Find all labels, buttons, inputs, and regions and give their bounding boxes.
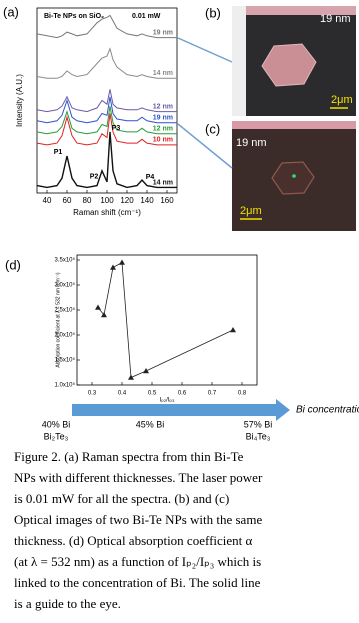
x-tick-label: 60 <box>63 196 72 205</box>
data-point <box>119 259 125 265</box>
caption-line: is 0.01 mW for all the spectra. (b) and … <box>14 491 229 506</box>
micrograph <box>232 121 356 231</box>
series-label: 19 nm <box>153 29 173 36</box>
x-tick-label: 40 <box>43 196 52 205</box>
series-label: 10 nm <box>153 137 173 144</box>
concentration-mark: 57% Bi <box>244 419 273 429</box>
x-tick-label: 0.4 <box>118 391 127 397</box>
x-tick-label: 0.6 <box>178 391 187 397</box>
x-tick-label: 0.7 <box>208 391 217 397</box>
caption-line: (at λ = 532 nm) as a function of Iₚ₂/Iₚ₃… <box>14 554 261 569</box>
panel-label: (d) <box>5 257 21 272</box>
series-label: 14 nm <box>153 70 173 77</box>
spectrum-line <box>36 106 177 135</box>
data-point <box>101 312 107 318</box>
y-tick-label: 3.5x10⁵ <box>54 257 75 264</box>
guide-line <box>97 261 234 379</box>
concentration-mark: 40% Bi <box>42 419 71 429</box>
plot-frame <box>76 254 258 386</box>
peak-label: P2 <box>90 174 99 181</box>
x-tick-label: 0.3 <box>88 391 97 397</box>
data-point <box>110 264 116 270</box>
thickness-label: 19 nm <box>236 137 267 149</box>
spectrum-line <box>36 89 177 113</box>
series-label: 14 nm <box>153 179 173 186</box>
y-tick-label: 3.0x10⁵ <box>54 282 75 289</box>
panel-label: (a) <box>3 4 19 19</box>
pointer-arrow <box>177 37 233 63</box>
x-tick-label: 0.5 <box>148 391 157 397</box>
series-label: 19 nm <box>153 115 173 122</box>
concentration-arrow <box>72 399 290 421</box>
scale-label: 2μm <box>331 94 353 106</box>
data-point <box>230 327 236 333</box>
y-axis-label: Absorption coefficient at λ = 532 nm (cm… <box>55 272 61 368</box>
series-label: 12 nm <box>153 103 173 110</box>
x-tick-label: 140 <box>140 196 154 205</box>
caption-line: Optical images of two Bi-Te NPs with the… <box>14 512 262 527</box>
x-tick-label: 100 <box>100 196 114 205</box>
spectrum-line <box>36 131 177 189</box>
chart-subtitle: 0.01 mW <box>132 13 161 20</box>
data-point <box>128 374 134 380</box>
phase-label: Bi₂Te₃ <box>44 431 69 441</box>
concentration-label: Bi concentration <box>296 405 359 416</box>
y-tick-label: 1.5x10⁵ <box>54 357 75 364</box>
thickness-label: 19 nm <box>320 13 351 25</box>
x-axis-label: Raman shift (cm⁻¹) <box>73 208 141 217</box>
spectrum-line <box>36 14 177 39</box>
y-axis-label: Intensity (A.U.) <box>15 74 24 127</box>
phase-label: Bi₄Te₃ <box>246 431 271 441</box>
data-point <box>95 304 101 310</box>
data-point <box>143 368 149 374</box>
scale-label: 2μm <box>240 205 262 217</box>
y-tick-label: 2.5x10⁵ <box>54 307 75 314</box>
y-tick-label: 2.0x10⁵ <box>54 332 75 339</box>
caption-line: thickness. (d) Optical absorption coeffi… <box>14 533 253 548</box>
spectrum-line <box>36 96 177 124</box>
y-tick-label: 1.0x10⁵ <box>54 382 75 389</box>
caption-line: NPs with different thicknesses. The lase… <box>14 470 263 485</box>
spectrum-line <box>36 47 177 79</box>
x-tick-label: 160 <box>160 196 174 205</box>
panel-label: (c) <box>205 121 220 136</box>
peak-label: P4 <box>146 174 155 181</box>
panel-label: (b) <box>205 5 221 20</box>
x-tick-label: 120 <box>120 196 134 205</box>
micrograph <box>232 6 356 116</box>
concentration-mark: 45% Bi <box>136 419 165 429</box>
peak-label: P1 <box>54 149 63 156</box>
pointer-arrow <box>177 123 233 169</box>
caption-line: linked to the concentration of Bi. The s… <box>14 575 261 590</box>
caption-line: Figure 2. (a) Raman spectra from thin Bi… <box>14 449 244 464</box>
x-tick-label: 0.8 <box>238 391 247 397</box>
chart-title: Bi-Te NPs on SiO₂ <box>44 13 104 20</box>
x-tick-label: 80 <box>83 196 92 205</box>
x-axis-label: Iₚ₂/Iₚ₃ <box>160 398 175 404</box>
caption-line: is a guide to the eye. <box>14 596 121 611</box>
peak-label: P3 <box>112 125 121 132</box>
series-label: 12 nm <box>153 126 173 133</box>
spectrum-line <box>36 113 177 146</box>
